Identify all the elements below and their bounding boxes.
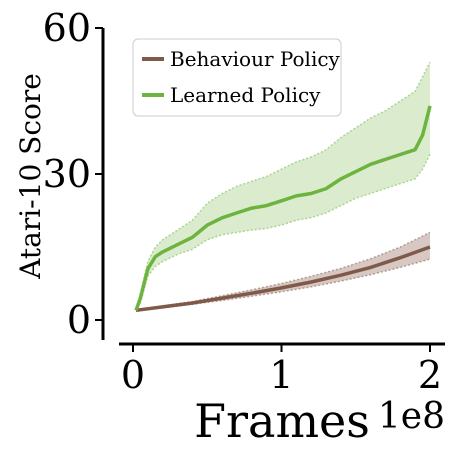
- band-behaviour-policy: [136, 232, 430, 311]
- band-learned-policy: [136, 62, 430, 311]
- series-lines: [134, 105, 432, 313]
- band-lower-learned-policy: [135, 154, 431, 311]
- x-tick-label: 2: [418, 353, 442, 397]
- y-tick-label: 60: [43, 6, 91, 50]
- band-upper-learned-policy: [135, 61, 431, 311]
- x-axis-offset-label: 1e8: [378, 396, 445, 437]
- series-line-learned-policy: [134, 105, 432, 311]
- axis-ticks: 0 30 60 0 1 2: [43, 6, 442, 397]
- legend-box: [132, 38, 342, 117]
- x-tick-label: 1: [269, 353, 293, 397]
- legend-label-learned-policy: Learned Policy: [170, 83, 321, 107]
- confidence-bands: [135, 61, 431, 312]
- y-axis-label: Atari-10 Score: [14, 73, 47, 280]
- y-tick-label: 30: [43, 152, 91, 196]
- x-tick-label: 0: [121, 353, 145, 397]
- legend-label-behaviour-policy: Behaviour Policy: [170, 47, 341, 71]
- series-line-behaviour-policy: [135, 245, 431, 313]
- x-axis-label: Frames: [194, 394, 370, 448]
- y-tick-label: 0: [67, 298, 91, 342]
- legend: Behaviour Policy Learned Policy: [132, 38, 342, 117]
